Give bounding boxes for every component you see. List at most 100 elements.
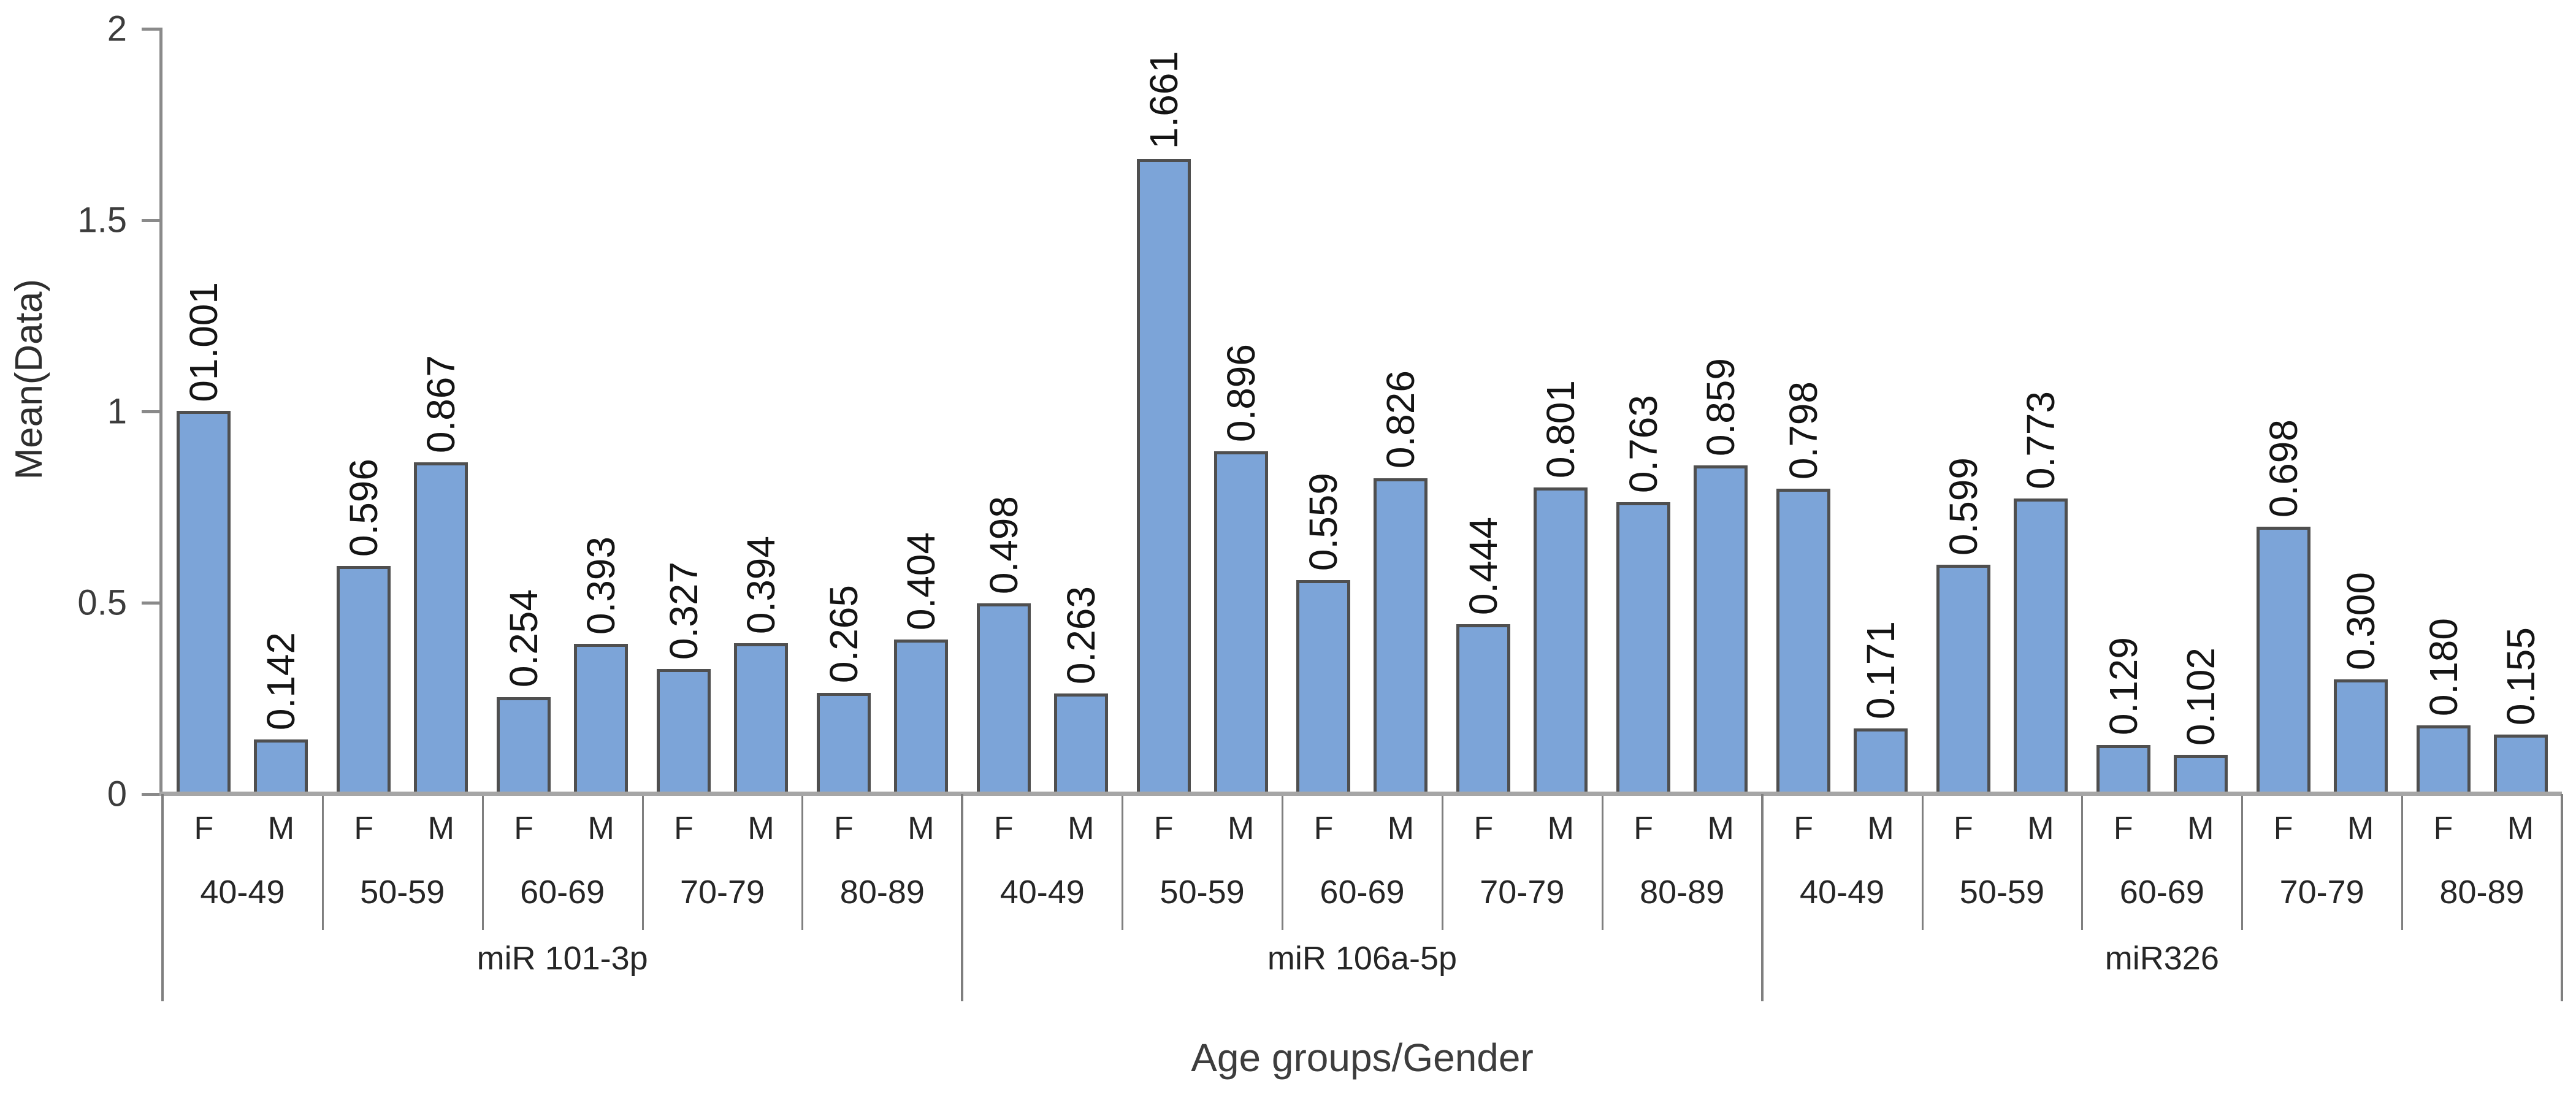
gender-label: F [514,811,534,846]
gender-label: F [1794,811,1813,846]
age-divider-line [2081,794,2084,930]
bar-f-40-49: 0.498 [976,496,1031,794]
bar-f-70-79: 0.327 [657,562,711,794]
y-axis-line [159,28,162,794]
bar-m-60-69: 0.393 [574,537,629,794]
bar-m-80-89: 0.404 [893,532,948,794]
age-label: 50-59 [1959,874,2044,911]
gender-label: M [2347,811,2374,846]
bar-f-50-59: 0.599 [1936,457,1990,794]
group-divider-line [161,794,164,1001]
gender-label: F [1634,811,1654,846]
bar-m-40-49: 0.263 [1053,586,1108,794]
bar-group: 01.001 0.142 0.596 0.867 0.254 0.393 0.327 0.39… [161,29,962,1001]
gender-label: M [908,811,934,846]
bar-f-50-59: 0.596 [337,459,391,794]
age-cell-bars: 0.254 0.393 [483,29,643,794]
bar-value-label: 0.254 [502,589,546,688]
gender-label: F [1313,811,1334,846]
y-tick-label: 0.5 [77,582,127,623]
age-label: 40-49 [999,874,1085,911]
bar-value-label: 0.327 [662,561,706,660]
age-divider-line [1441,794,1443,930]
gender-label: M [1707,811,1734,846]
y-tick-label: 2 [107,9,127,49]
bar-value-label: 0.142 [259,632,304,731]
gender-label: M [2027,811,2054,846]
bar-value-label: 0.798 [1781,381,1826,480]
age-divider-line [1601,794,1603,930]
bar-value-label: 0.498 [981,496,1026,595]
bar-m-70-79: 0.300 [2333,572,2388,794]
bar-value-label: 0.773 [2018,391,2063,489]
bar-f-70-79: 0.698 [2256,419,2310,794]
gender-label: M [587,811,614,846]
bar-m-60-69: 0.102 [2173,647,2228,794]
bar-value-label: 0.763 [1621,394,1666,493]
bar-value-label: 0.698 [2261,419,2306,518]
age-divider-line [801,794,804,930]
age-cell-bars: 01.001 0.142 [162,29,323,794]
x-axis-line [159,792,2562,796]
age-cell-bars: 0.265 0.404 [802,29,962,794]
age-cell-bars: 1.661 0.896 [1122,29,1282,794]
group-label: miR 101-3p [476,940,648,977]
gender-label: F [2273,811,2293,846]
bar-f-70-79: 0.444 [1456,517,1511,794]
age-label: 50-59 [1160,874,1245,911]
age-cell-bars: 0.444 0.801 [1442,29,1602,794]
group-divider-line [2560,794,2563,1001]
bar-value-label: 0.599 [1941,457,1986,556]
age-divider-line [1921,794,1924,930]
age-label: 40-49 [1800,874,1885,911]
age-label: 40-49 [200,874,285,911]
group-label-row: miR 106a-5p [962,922,1762,995]
y-tick-mark [142,602,160,605]
y-tick-label: 0 [107,774,127,814]
age-divider-line [641,794,644,930]
age-cell-bars: 0.763 0.859 [1602,29,1762,794]
bar-value-label: 0.826 [1378,370,1423,469]
bar-m-80-89: 0.155 [2493,627,2548,794]
gender-label: M [747,811,774,846]
gender-label: M [1867,811,1894,846]
bar-f-80-89: 0.265 [816,585,871,794]
age-divider-line [481,794,484,930]
bar-value-label-wrap: 01.001 [106,282,301,402]
age-label: 60-69 [2119,874,2204,911]
bar-f-60-69: 0.129 [2096,637,2150,794]
age-row: 40-49 50-59 60-69 70-79 80-89 [1762,863,2562,922]
bar-value-label: 0.265 [821,585,866,684]
bar-value-label: 0.596 [342,458,386,557]
y-tick-mark [142,28,160,31]
gender-label: F [1473,811,1494,846]
bar-m-50-59: 0.896 [1213,344,1268,794]
bar-value-label: 0.263 [1058,586,1103,684]
age-divider-line [1282,794,1284,930]
gender-label: M [1547,811,1574,846]
gender-label: M [2507,811,2534,846]
age-label: 60-69 [520,874,605,911]
gender-label: F [993,811,1014,846]
age-label: 80-89 [2439,874,2524,911]
bar-value-label: 0.896 [1218,343,1263,442]
age-divider-line [1122,794,1124,930]
bar-value-label: 0.859 [1699,357,1743,456]
bar-m-40-49: 0.142 [254,632,308,794]
bar-m-70-79: 0.394 [734,536,788,794]
age-cell-bars: 0.698 0.300 [2242,29,2402,794]
gender-label: M [267,811,295,846]
bar-m-50-59: 0.867 [414,355,468,794]
age-label: 70-79 [1480,874,1565,911]
bar-group: 0.498 0.263 1.661 0.896 0.559 0.826 0.444 0.801… [961,29,1762,1001]
bar-value-label: 0.393 [579,536,624,635]
bar-f-40-49: 0.798 [1776,381,1831,794]
